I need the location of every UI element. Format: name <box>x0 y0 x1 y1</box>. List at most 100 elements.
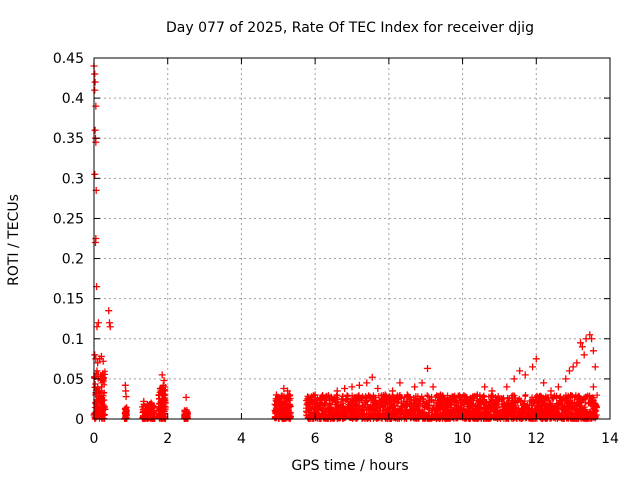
data-point-dense <box>424 404 431 411</box>
data-point <box>481 383 489 391</box>
data-point <box>91 86 99 94</box>
data-point-dense <box>391 398 398 405</box>
data-point-dense <box>445 406 452 413</box>
data-point <box>156 395 164 403</box>
data-point-dense <box>303 409 310 416</box>
data-point-dense <box>403 402 410 409</box>
data-point <box>97 395 105 403</box>
data-point-dense <box>511 415 518 422</box>
data-point <box>466 395 474 403</box>
data-point-dense <box>101 389 108 396</box>
data-point-dense <box>500 406 507 413</box>
data-point-dense <box>388 397 395 404</box>
data-point-dense <box>440 392 447 399</box>
data-point <box>473 391 481 399</box>
data-point-dense <box>521 410 528 417</box>
data-point-dense <box>529 415 536 422</box>
x-tick-label: 6 <box>311 431 320 447</box>
data-point-dense <box>305 415 312 422</box>
data-point <box>147 399 155 407</box>
data-point-dense <box>466 415 473 422</box>
data-point-dense <box>493 410 500 417</box>
data-point-dense <box>467 400 474 407</box>
data-point-dense <box>521 403 528 410</box>
data-point-dense <box>579 407 586 414</box>
data-point <box>91 70 99 78</box>
data-point <box>540 379 548 387</box>
data-point-dense <box>484 410 491 417</box>
data-point <box>158 371 166 379</box>
data-point-dense <box>536 413 543 420</box>
data-point <box>122 393 130 401</box>
data-point-dense <box>363 406 370 413</box>
data-point <box>591 407 599 415</box>
data-point <box>304 395 312 403</box>
data-point <box>91 126 99 134</box>
data-point-dense <box>352 401 359 408</box>
data-point-dense <box>344 392 351 399</box>
data-point-dense <box>320 394 327 401</box>
y-tick-label: 0.2 <box>62 252 84 268</box>
data-point <box>122 411 130 419</box>
data-point <box>161 391 169 399</box>
data-point-dense <box>308 410 315 417</box>
data-point <box>573 359 581 367</box>
data-point-dense <box>429 407 436 414</box>
data-point-dense <box>351 394 358 401</box>
data-point-dense <box>99 394 106 401</box>
data-point-dense <box>495 393 502 399</box>
data-point <box>96 409 104 417</box>
data-point-dense <box>427 396 434 403</box>
data-point <box>444 395 452 403</box>
data-point <box>97 352 105 360</box>
data-point <box>389 387 397 395</box>
data-point <box>521 371 529 379</box>
data-point <box>451 397 459 405</box>
data-point-dense <box>522 391 529 398</box>
data-point-dense <box>509 410 516 417</box>
data-point <box>562 375 570 383</box>
data-point <box>418 379 426 387</box>
data-point-dense <box>553 393 560 400</box>
y-tick-label: 0.05 <box>53 372 84 388</box>
data-point-dense <box>471 412 478 419</box>
data-point-dense <box>452 406 459 413</box>
data-point-dense <box>403 408 410 415</box>
data-point-dense <box>355 392 362 399</box>
data-point <box>93 367 101 375</box>
y-tick-label: 0.15 <box>53 292 84 308</box>
data-point <box>182 393 190 401</box>
data-point <box>94 319 102 327</box>
data-point <box>99 357 107 365</box>
data-point-dense <box>569 392 576 399</box>
data-point <box>159 381 167 389</box>
data-point <box>278 401 286 409</box>
data-point <box>554 383 562 391</box>
y-tick-label: 0.35 <box>53 131 84 147</box>
data-point-dense <box>525 406 532 413</box>
data-point-dense <box>503 410 510 417</box>
data-point <box>94 399 102 407</box>
data-point <box>98 379 106 387</box>
data-point <box>91 78 99 86</box>
data-point <box>272 391 280 399</box>
data-point-dense <box>338 395 345 402</box>
data-point-dense <box>436 400 443 407</box>
data-point <box>181 407 189 415</box>
data-point <box>282 405 290 413</box>
data-point <box>429 383 437 391</box>
data-point <box>411 383 419 391</box>
data-point <box>503 383 511 391</box>
data-point-dense <box>483 404 490 411</box>
data-point-dense <box>380 407 387 414</box>
data-point-dense <box>501 406 508 413</box>
data-point-dense <box>359 395 366 402</box>
data-point <box>488 387 496 395</box>
data-point <box>140 397 148 405</box>
data-point-dense <box>271 415 278 422</box>
data-point-dense <box>280 413 287 420</box>
x-tick-labels: 0 2 4 6 8 10 12 14 <box>90 431 619 447</box>
data-point-dense <box>351 414 358 421</box>
data-point-dense <box>504 415 511 422</box>
x-tick-label: 12 <box>527 431 545 447</box>
